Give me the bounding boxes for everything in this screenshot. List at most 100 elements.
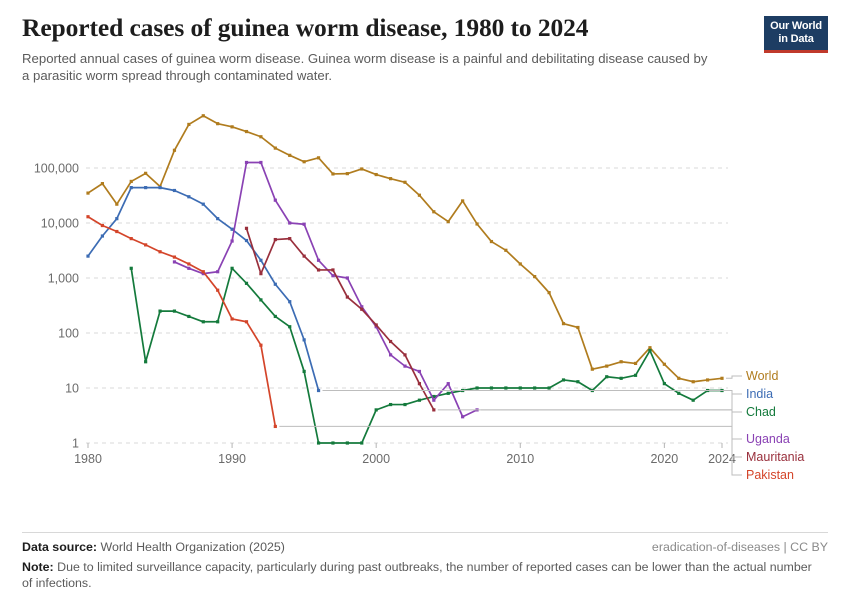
- series-point: [259, 160, 263, 164]
- series-point: [576, 325, 580, 329]
- series-point: [360, 304, 364, 309]
- series-point: [374, 323, 378, 327]
- series-point: [259, 271, 263, 275]
- series-uganda[interactable]: [172, 160, 479, 419]
- series-point: [533, 386, 537, 390]
- series-point: [302, 254, 306, 258]
- series-point: [360, 441, 364, 445]
- series-point: [403, 402, 407, 406]
- series-point: [201, 269, 205, 273]
- y-axis-tick-label: 1: [72, 436, 79, 450]
- series-point: [475, 386, 479, 390]
- series-point: [547, 386, 551, 390]
- legend-entry-uganda[interactable]: Uganda: [481, 409, 790, 446]
- series-point: [374, 407, 378, 412]
- series-pakistan[interactable]: [86, 214, 277, 428]
- series-point: [504, 386, 508, 390]
- series-point: [461, 198, 465, 203]
- owid-logo-line1: Our World: [770, 20, 822, 32]
- series-point: [230, 239, 234, 243]
- series-point: [677, 391, 681, 395]
- chart-subtitle: Reported annual cases of guinea worm dis…: [22, 50, 708, 84]
- x-axis-tick-label: 2024: [708, 452, 736, 466]
- series-point: [417, 193, 422, 197]
- series-line: [87, 114, 723, 383]
- series-point: [316, 155, 321, 160]
- chart-area[interactable]: 1 10 100 1,000 10,000 100,000 1980 1990 2000 2010…: [22, 95, 828, 495]
- series-point: [705, 378, 710, 382]
- series-point: [273, 198, 277, 202]
- series-point: [518, 262, 522, 266]
- series-point: [273, 146, 277, 150]
- note-value: Due to limited surveillance capacity, pa…: [22, 559, 812, 591]
- legend-entry-world[interactable]: World: [726, 369, 778, 383]
- chart-footer: Data source: World Health Organization (…: [22, 531, 828, 592]
- series-point: [187, 262, 191, 266]
- series-point: [403, 352, 407, 357]
- legend-label: World: [746, 369, 778, 383]
- series-mauritania[interactable]: [244, 226, 436, 412]
- chart-note: Note: Due to limited surveillance capaci…: [22, 559, 822, 592]
- series-point: [144, 171, 148, 175]
- series-point: [288, 221, 292, 225]
- series-point: [172, 309, 177, 313]
- x-axis-tick-label: 1990: [218, 452, 246, 466]
- series-point: [172, 259, 177, 264]
- legend-entry-chad[interactable]: Chad: [726, 389, 776, 419]
- series-world[interactable]: [86, 113, 724, 383]
- series-point: [388, 402, 393, 406]
- owid-logo-line2: in Data: [778, 32, 814, 45]
- line-chart[interactable]: 1 10 100 1,000 10,000 100,000 1980 1990 2000 2010…: [22, 95, 832, 495]
- series-point: [590, 367, 594, 371]
- series-point: [86, 254, 90, 258]
- series-point: [230, 124, 234, 129]
- series-point: [417, 369, 422, 373]
- series-point: [100, 223, 105, 227]
- series-point: [605, 374, 609, 379]
- series-point: [561, 321, 566, 325]
- series-point: [129, 179, 133, 183]
- series-point: [187, 266, 191, 270]
- series-point: [288, 299, 292, 303]
- legend-label: Pakistan: [746, 468, 794, 482]
- x-axis-tick-label: 2010: [506, 452, 534, 466]
- data-source: Data source: World Health Organization (…: [22, 540, 285, 554]
- series-point: [648, 345, 652, 349]
- x-axis-tick-label: 1980: [74, 452, 102, 466]
- series-point: [259, 134, 263, 138]
- series-point: [648, 348, 652, 352]
- series-point: [331, 171, 335, 176]
- series-point: [561, 378, 566, 382]
- series-point: [331, 268, 335, 272]
- legend-connector: [726, 389, 742, 413]
- series-point: [633, 361, 638, 365]
- series-point: [388, 352, 393, 357]
- series-point: [403, 364, 407, 368]
- legend-entry-pakistan[interactable]: Pakistan: [279, 425, 794, 482]
- series-point: [316, 258, 321, 262]
- series-point: [100, 181, 105, 185]
- series-point: [619, 376, 623, 380]
- series-point: [432, 407, 436, 412]
- data-source-value: World Health Organization (2025): [100, 539, 285, 554]
- series-point: [446, 381, 450, 385]
- chart-header: Reported cases of guinea worm disease, 1…: [22, 13, 828, 85]
- owid-logo[interactable]: Our World in Data: [764, 16, 828, 53]
- series-point: [172, 148, 177, 152]
- series-point: [259, 343, 263, 347]
- license-text: eradication-of-diseases | CC BY: [651, 539, 828, 554]
- series-point: [475, 222, 479, 226]
- series-india[interactable]: [86, 185, 321, 392]
- data-source-label: Data source:: [22, 539, 98, 554]
- series-point: [144, 185, 148, 189]
- series-point: [158, 249, 162, 254]
- series-point: [100, 234, 105, 238]
- series-point: [273, 282, 277, 286]
- series-point: [302, 369, 306, 373]
- series-point: [432, 394, 436, 398]
- series-point: [302, 222, 306, 226]
- series-point: [417, 381, 422, 385]
- series-point: [345, 171, 349, 175]
- series-point: [533, 274, 537, 278]
